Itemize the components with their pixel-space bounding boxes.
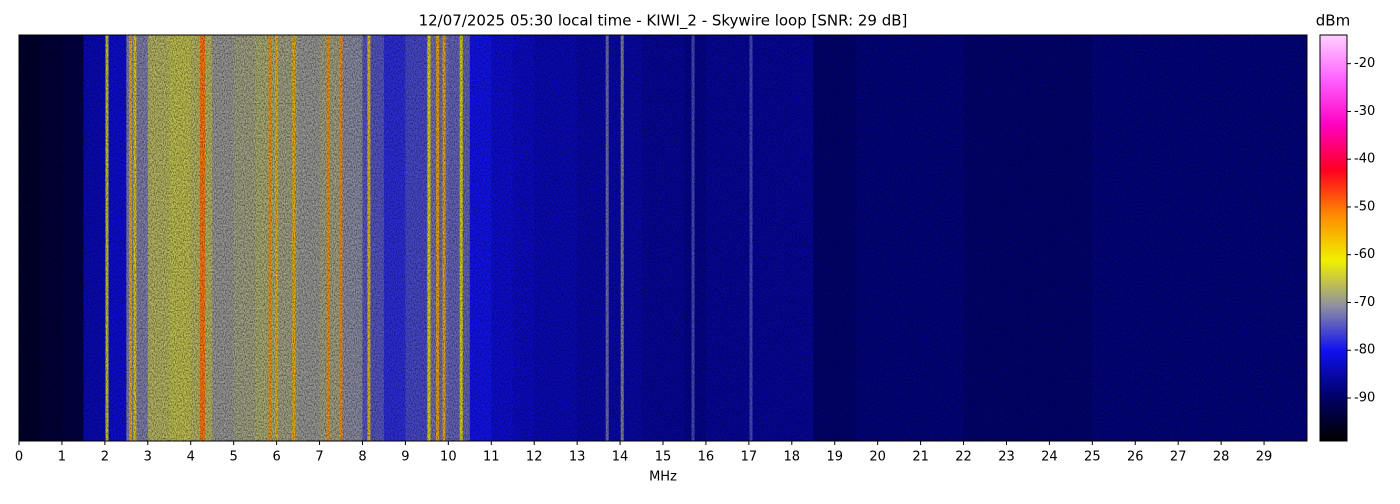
colorbar-label: dBm: [1316, 12, 1350, 30]
x-tick-label: 22: [955, 450, 972, 465]
x-tick-label: 18: [784, 450, 801, 465]
x-tick-label: 12: [526, 450, 543, 465]
x-tick-label: 6: [272, 450, 280, 465]
colorbar-tick-label: -60: [1354, 247, 1375, 262]
x-tick-label: 27: [1170, 450, 1187, 465]
x-axis-label: MHz: [649, 470, 677, 485]
colorbar-tick-label: -80: [1354, 343, 1375, 358]
x-tick-label: 16: [698, 450, 715, 465]
x-tick-label: 26: [1127, 450, 1144, 465]
noise-texture: [19, 35, 1307, 441]
x-tick-label: 20: [869, 450, 886, 465]
x-tick-label: 14: [612, 450, 629, 465]
x-tick-label: 3: [144, 450, 152, 465]
colorbar-tick-label: -50: [1354, 199, 1375, 214]
x-tick-label: 28: [1213, 450, 1230, 465]
x-tick-label: 2: [101, 450, 109, 465]
x-tick-label: 25: [1084, 450, 1101, 465]
x-tick-label: 10: [440, 450, 457, 465]
plot-area: [19, 35, 1308, 441]
x-tick-label: 4: [187, 450, 195, 465]
x-tick-label: 11: [483, 450, 500, 465]
colorbar-tick-label: -40: [1354, 152, 1375, 167]
x-tick-label: 13: [569, 450, 586, 465]
x-tick-label: 17: [741, 450, 758, 465]
colorbar-tick-label: -70: [1354, 295, 1375, 310]
x-tick-label: 29: [1256, 450, 1273, 465]
x-tick-label: 5: [230, 450, 238, 465]
x-tick-label: 21: [912, 450, 929, 465]
colorbar-tick-label: -90: [1354, 391, 1375, 406]
x-tick-label: 0: [15, 450, 23, 465]
x-tick-label: 24: [1041, 450, 1058, 465]
chart-title: 12/07/2025 05:30 local time - KIWI_2 - S…: [419, 12, 908, 31]
colorbar-tick-label: -30: [1354, 104, 1375, 119]
colorbar: [1319, 34, 1348, 442]
x-tick-label: 19: [826, 450, 843, 465]
x-tick-label: 8: [358, 450, 366, 465]
x-tick-label: 1: [58, 450, 66, 465]
x-tick-label: 7: [315, 450, 323, 465]
x-tick-label: 9: [401, 450, 409, 465]
colorbar-tick-label: -20: [1354, 56, 1375, 71]
x-tick-label: 23: [998, 450, 1015, 465]
x-tick-label: 15: [655, 450, 672, 465]
